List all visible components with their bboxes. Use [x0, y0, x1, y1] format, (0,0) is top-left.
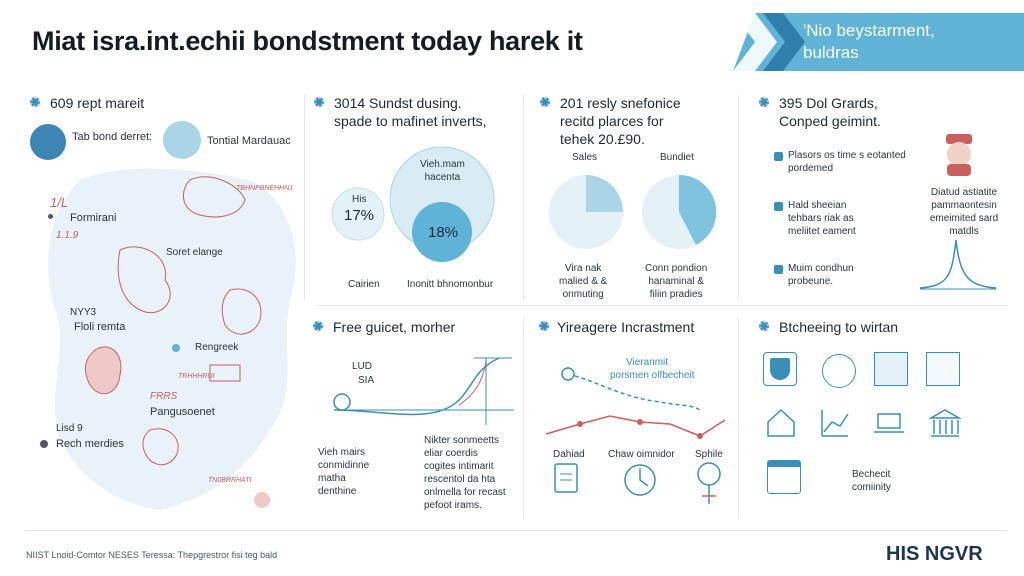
map-illustration: [48, 168, 296, 510]
venn-small-label: His: [352, 194, 367, 205]
free-heading: Free guicet, morher: [333, 319, 456, 335]
graph-icon: [818, 406, 852, 440]
venn-label-left: Cairien: [348, 279, 380, 290]
footer-note: NIIST Lnoid-Comtor NESES Teressa: Thepgr…: [26, 550, 278, 560]
venn-heading: 3014 Sundst dusing. spade to mafinet inv…: [334, 95, 487, 129]
gear-icon: [759, 321, 769, 331]
map-label-formiran: Formirani: [70, 212, 117, 224]
invest-icon-label-2: Chaw oimnidor: [608, 449, 675, 460]
free-chart: [333, 357, 514, 425]
free-caption-left: Vieh mairs conmidinne matha denthine: [318, 447, 370, 497]
map-red-label: TRHHHRUI: [178, 373, 215, 380]
legend-light-circle: [163, 121, 201, 159]
invest-icon-label-1: Dahiad: [553, 449, 585, 460]
dashboard-icon: [926, 352, 960, 386]
map-red-small: TN0BRRHATI: [208, 477, 252, 484]
tools-caption: Bechecit comiinity: [852, 469, 891, 493]
gear-icon: [540, 97, 550, 107]
list-bullet-icon: [774, 152, 783, 161]
divider: [738, 95, 739, 300]
map-marker: [40, 440, 48, 448]
invest-icon-label-3: Sphile: [695, 449, 723, 460]
map-marker: [48, 214, 53, 219]
free-chart-tag: LUD: [352, 361, 373, 372]
pie-heading: 201 resly snefonice recitd plarces for t…: [560, 95, 681, 147]
report-icon: [874, 352, 908, 386]
pie-caption-left: Vira nak malied & & onmuting: [559, 263, 608, 300]
calendar-icon: [767, 460, 801, 494]
map-red-small: TBHNPBNEHHN1: [236, 185, 294, 192]
header-banner: [733, 13, 1024, 71]
gear-icon: [314, 97, 324, 107]
document-icon: [554, 463, 578, 493]
map-label-pangu: Pangusoenet: [150, 406, 215, 418]
map-red-tag: 1/L: [50, 195, 69, 210]
compass-icon: [822, 354, 856, 388]
bank-icon: [928, 406, 962, 440]
map-red-tag-2: 1.1.9: [56, 230, 79, 241]
list-bullet-icon: [774, 265, 783, 274]
venn-inner-value: 18%: [428, 224, 459, 241]
pie-col-left: Sales: [572, 152, 598, 163]
map-label-nin: NYY3: [70, 307, 97, 318]
pie-col-right: Bundiet: [660, 152, 694, 163]
divider: [304, 95, 305, 300]
gear-icon: [759, 97, 769, 107]
map-label-rengrek: Rengreek: [195, 342, 239, 353]
map-heading: 609 rept mareit: [50, 95, 145, 111]
grants-side-text: Diatud astiatite pammaontesin emeimited …: [929, 187, 999, 237]
grants-item-1: Plasors os time s eotanted pordemed: [788, 150, 906, 174]
grants-item-3: Muim condhun probeune.: [788, 263, 854, 287]
divider: [26, 530, 1006, 531]
tools-heading: Btcheeing to wirtan: [779, 319, 899, 335]
female-symbol-icon: [697, 462, 721, 504]
map-label-lisd: Lisd 9: [56, 423, 83, 434]
map-label-rech: Rech merdies: [56, 438, 124, 450]
venn-small-value: 17%: [344, 207, 375, 224]
invest-line-chart: [545, 367, 726, 439]
list-bullet-icon: [774, 202, 783, 211]
venn-big-label: Vieh.mam hacenta: [420, 159, 465, 183]
pie-caption-right: Conn pondion hanaminal & filiin pradies: [645, 263, 708, 300]
house-icon: [764, 406, 798, 440]
invest-heading: Yireagere Incrastment: [557, 319, 695, 335]
venn-diagram: [331, 146, 495, 262]
banner-text: 'Nio beystarment, buldras: [803, 21, 935, 62]
venn-label-right: Inonitt bhnomonbur: [407, 279, 494, 290]
page-title: Miat isra.int.echii bondstment today har…: [32, 26, 583, 56]
clock-icon: [624, 464, 656, 496]
map-marker: [172, 344, 180, 352]
map-label-secret: Soret elange: [166, 247, 223, 258]
divider: [523, 95, 524, 300]
divider: [318, 305, 1008, 306]
pie-right: [642, 174, 717, 249]
legend-dark-circle: [30, 124, 66, 160]
map-label-floli: Floli remta: [74, 321, 126, 333]
gear-icon: [30, 97, 40, 107]
legend-dark-label: Tab bond derret:: [72, 131, 153, 143]
divider: [738, 318, 739, 518]
grants-item-2: Hald sheeian tehbars riak as meliitet ea…: [788, 200, 856, 237]
shield-icon: [763, 352, 797, 386]
map-red-small: FRRS: [150, 391, 178, 402]
laptop-icon: [872, 406, 906, 440]
invest-chart-label: Vieranmit porsmen olfbecheit: [610, 357, 695, 381]
divider: [523, 318, 524, 518]
gear-icon: [539, 321, 549, 331]
distribution-curve: [919, 239, 997, 290]
legend-light-label: Tontial Mardauac: [207, 135, 291, 147]
free-caption-right: Nikter sonmeetts eliar coerdis cogites i…: [424, 435, 506, 511]
pie-left: [549, 175, 623, 249]
gear-icon: [313, 321, 323, 331]
grants-heading: 395 Dol Grards, Conped geimint.: [779, 95, 881, 129]
brand-logo: HIS NGVR: [886, 543, 983, 565]
mascot-icon: [946, 134, 972, 176]
free-chart-tag: SIA: [358, 375, 375, 386]
